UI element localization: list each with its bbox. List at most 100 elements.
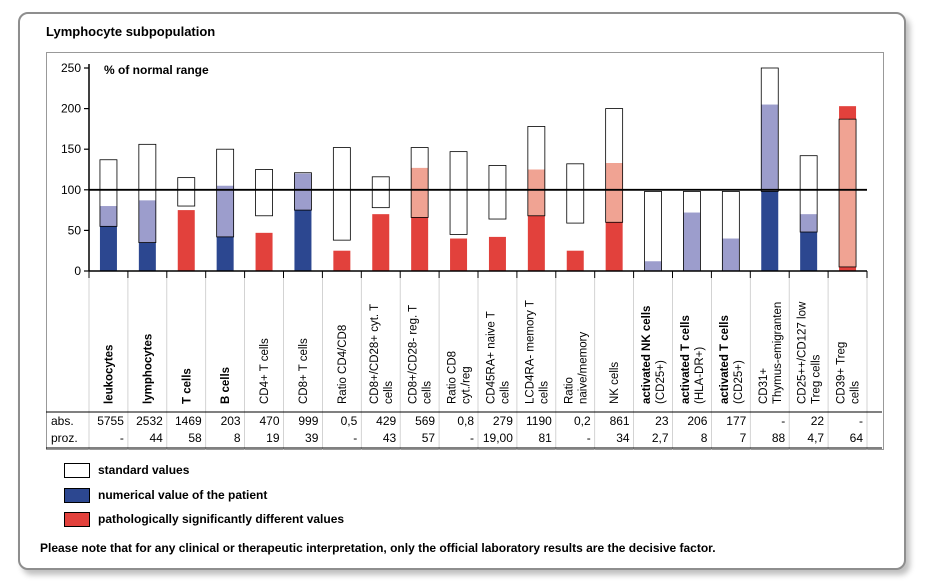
- table-cell-abs: 999: [298, 414, 318, 428]
- table-cell-abs: 22: [811, 414, 825, 428]
- patient-value-bar: [294, 210, 312, 271]
- category-label-line: cells: [538, 381, 550, 404]
- category-label-line: Ratio: [563, 377, 575, 404]
- category-label-line: naive/memory: [577, 332, 589, 404]
- patient-value-bar: [488, 236, 506, 271]
- patient-in-range-bar: [683, 212, 701, 271]
- table-cell-abs: 1190: [526, 414, 552, 428]
- table-cell-proz: 81: [538, 431, 552, 445]
- y-tick-label: 250: [61, 61, 81, 75]
- standard-range-box: [799, 155, 818, 233]
- standard-range-box: [216, 148, 235, 238]
- table-cell-abs: 2532: [136, 414, 163, 428]
- patient-value-bar: [177, 210, 195, 271]
- patient-value-bar: [605, 222, 623, 271]
- category-label: CD8+ T cells: [298, 338, 310, 404]
- table-cell-proz: 58: [188, 431, 202, 445]
- category-label-line: CD8+ T cells: [298, 338, 310, 404]
- category-label: CD39+ Treg cells: [836, 342, 862, 404]
- category-label: Ratio CD8 cyt./reg: [447, 351, 473, 404]
- category-label: leukocytes: [103, 345, 115, 404]
- table-cell-abs: 23: [655, 414, 669, 428]
- patient-value-bar: [255, 232, 273, 271]
- y-tick-label: 200: [61, 102, 81, 116]
- table-cell-abs: 279: [493, 414, 513, 428]
- category-label-line: lymphocytes: [142, 334, 154, 404]
- category-label-line: activated T cells: [719, 315, 731, 404]
- patient-in-range-bar: [294, 173, 312, 211]
- legend-item-pathological: pathologically significantly different v…: [64, 511, 344, 527]
- table-cell-proz: 2,7: [652, 431, 669, 445]
- table-cell-proz: 64: [850, 431, 864, 445]
- category-label-line: (HLA-DR+): [694, 347, 706, 404]
- standard-range-box: [294, 172, 312, 211]
- table-cell-proz: 57: [422, 431, 436, 445]
- standard-range-box: [527, 126, 546, 217]
- standard-range-box: [566, 163, 585, 224]
- category-label-line: T cells: [181, 368, 193, 404]
- standard-range-box: [488, 165, 507, 220]
- patient-value-bar: [839, 266, 857, 271]
- table-cell-abs: 429: [376, 414, 396, 428]
- category-label-line: LCD4RA- memory T: [524, 300, 536, 404]
- patient-value-bar: [761, 191, 779, 271]
- standard-range-box: [449, 151, 468, 235]
- table-cell-proz: 4,7: [807, 431, 824, 445]
- table-row-label-abs: abs.: [51, 414, 74, 428]
- table-cell-proz: -: [470, 431, 474, 445]
- category-label: T cells: [181, 368, 193, 404]
- category-label-line: CD25++/CD127 low: [797, 301, 809, 404]
- patient-in-range-bar: [99, 206, 117, 227]
- table-cell-proz: -: [587, 431, 591, 445]
- standard-range-box: [177, 177, 196, 207]
- table-cell-abs: 5755: [97, 414, 124, 428]
- category-label-line: CD45RA+ naive T: [485, 311, 497, 404]
- y-tick-label: 150: [61, 142, 81, 156]
- table-cell-proz: 88: [772, 431, 786, 445]
- patient-in-range-bar: [605, 163, 623, 223]
- patient-in-range-bar: [138, 200, 156, 243]
- table-cell-proz: 7: [740, 431, 747, 445]
- category-label-line: (CD25+): [655, 360, 667, 404]
- table-cell-abs: 470: [259, 414, 279, 428]
- legend-item-patient: numerical value of the patient: [64, 487, 267, 503]
- patient-value-bar: [450, 238, 468, 271]
- standard-range-box: [255, 169, 273, 217]
- table-cell-proz: 19,00: [483, 431, 513, 445]
- standard-range-box: [332, 147, 351, 241]
- y-tick-label: 50: [68, 223, 82, 237]
- table-cell-proz: 8: [234, 431, 241, 445]
- category-label: lymphocytes: [142, 334, 154, 404]
- category-label-line: CD31+: [758, 368, 770, 404]
- category-label-line: cells: [422, 381, 434, 404]
- category-label: activated T cells (HLA-DR+): [680, 315, 706, 404]
- legend-swatch-standard: [64, 462, 90, 478]
- standard-range-box: [838, 118, 857, 268]
- category-label-line: cells: [850, 381, 862, 404]
- category-label: B cells: [220, 367, 232, 404]
- category-label: activated NK cells (CD25+): [641, 306, 667, 404]
- category-label: CD4+ T cells: [259, 338, 271, 404]
- patient-value-bar: [800, 232, 818, 271]
- legend-item-standard: standard values: [64, 462, 189, 478]
- standard-range-box: [99, 159, 118, 227]
- category-label-line: Treg cells: [811, 354, 823, 404]
- patient-in-range-bar: [411, 167, 429, 218]
- standard-range-box: [138, 143, 157, 243]
- table-cell-abs: -: [781, 414, 785, 428]
- category-label-line: leukocytes: [103, 345, 115, 404]
- category-label: Ratio CD4/CD8: [337, 325, 349, 404]
- table-cell-proz: -: [353, 431, 357, 445]
- category-label-line: CD8+/CD28- reg. T: [408, 305, 420, 404]
- table-cell-abs: 177: [726, 414, 746, 428]
- category-label: Ratio naive/memory: [563, 332, 589, 404]
- category-label: NK cells: [609, 362, 621, 404]
- table-cell-proz: 34: [616, 431, 630, 445]
- standard-range-box: [371, 176, 390, 209]
- y-tick-label: 100: [61, 183, 81, 197]
- standard-range-box: [410, 147, 429, 218]
- table-cell-abs: 1469: [175, 414, 202, 428]
- category-label-line: cells: [499, 381, 511, 404]
- table-cell-proz: -: [120, 431, 124, 445]
